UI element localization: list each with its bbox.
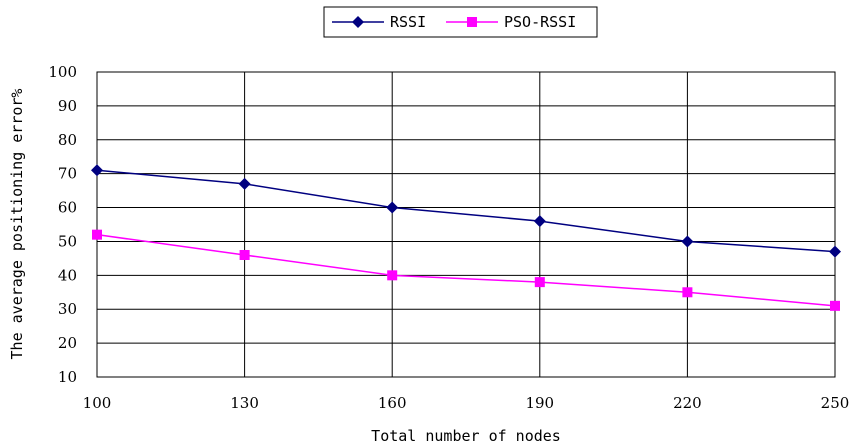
x-tick-label: 160 (378, 394, 407, 412)
data-point-pso-rssi (534, 277, 545, 288)
x-tick-label: 130 (230, 394, 259, 412)
x-tick-label: 100 (83, 394, 112, 412)
y-tick-label: 50 (58, 232, 77, 250)
data-point-pso-rssi (92, 229, 102, 240)
legend-marker-pso-rssi (467, 17, 477, 27)
y-tick-label: 20 (58, 334, 77, 352)
y-tick-labels: 10 20 30 40 50 60 70 80 90 100 (48, 63, 77, 386)
series-line-pso-rssi (96, 233, 836, 307)
legend: RSSI PSO-RSSI (323, 6, 598, 38)
y-tick-label: 10 (58, 368, 77, 386)
legend-label-pso-rssi: PSO-RSSI (504, 13, 576, 31)
data-point-pso-rssi (682, 287, 693, 298)
data-point-rssi (386, 201, 399, 214)
data-point-rssi (533, 215, 546, 228)
legend-marker-rssi (352, 16, 364, 28)
x-tick-label: 220 (673, 394, 702, 412)
x-tick-label: 190 (525, 394, 554, 412)
y-tick-label: 60 (58, 199, 77, 217)
data-point-pso-rssi (830, 300, 840, 311)
plot-area-border (96, 71, 836, 378)
y-tick-label: 30 (58, 300, 77, 318)
series-line-rssi (96, 169, 836, 253)
y-tick-label: 90 (58, 97, 77, 115)
y-tick-label: 70 (58, 165, 77, 183)
x-axis-label: Total number of nodes (371, 427, 561, 445)
y-tick-label: 80 (58, 131, 77, 149)
x-tick-label: 250 (821, 394, 850, 412)
x-tick-labels: 100 130 160 190 220 250 (83, 394, 850, 412)
data-point-pso-rssi (239, 250, 250, 260)
data-point-rssi (238, 177, 251, 190)
data-point-rssi (91, 164, 103, 177)
series-group (91, 164, 841, 311)
y-tick-label: 40 (58, 266, 77, 284)
grid (96, 71, 836, 378)
data-point-rssi (829, 245, 841, 258)
legend-label-rssi: RSSI (390, 13, 426, 31)
y-tick-label: 100 (48, 63, 77, 81)
y-axis-label: The average positioning error% (8, 89, 26, 360)
data-point-rssi (681, 235, 694, 248)
data-point-pso-rssi (387, 270, 398, 281)
